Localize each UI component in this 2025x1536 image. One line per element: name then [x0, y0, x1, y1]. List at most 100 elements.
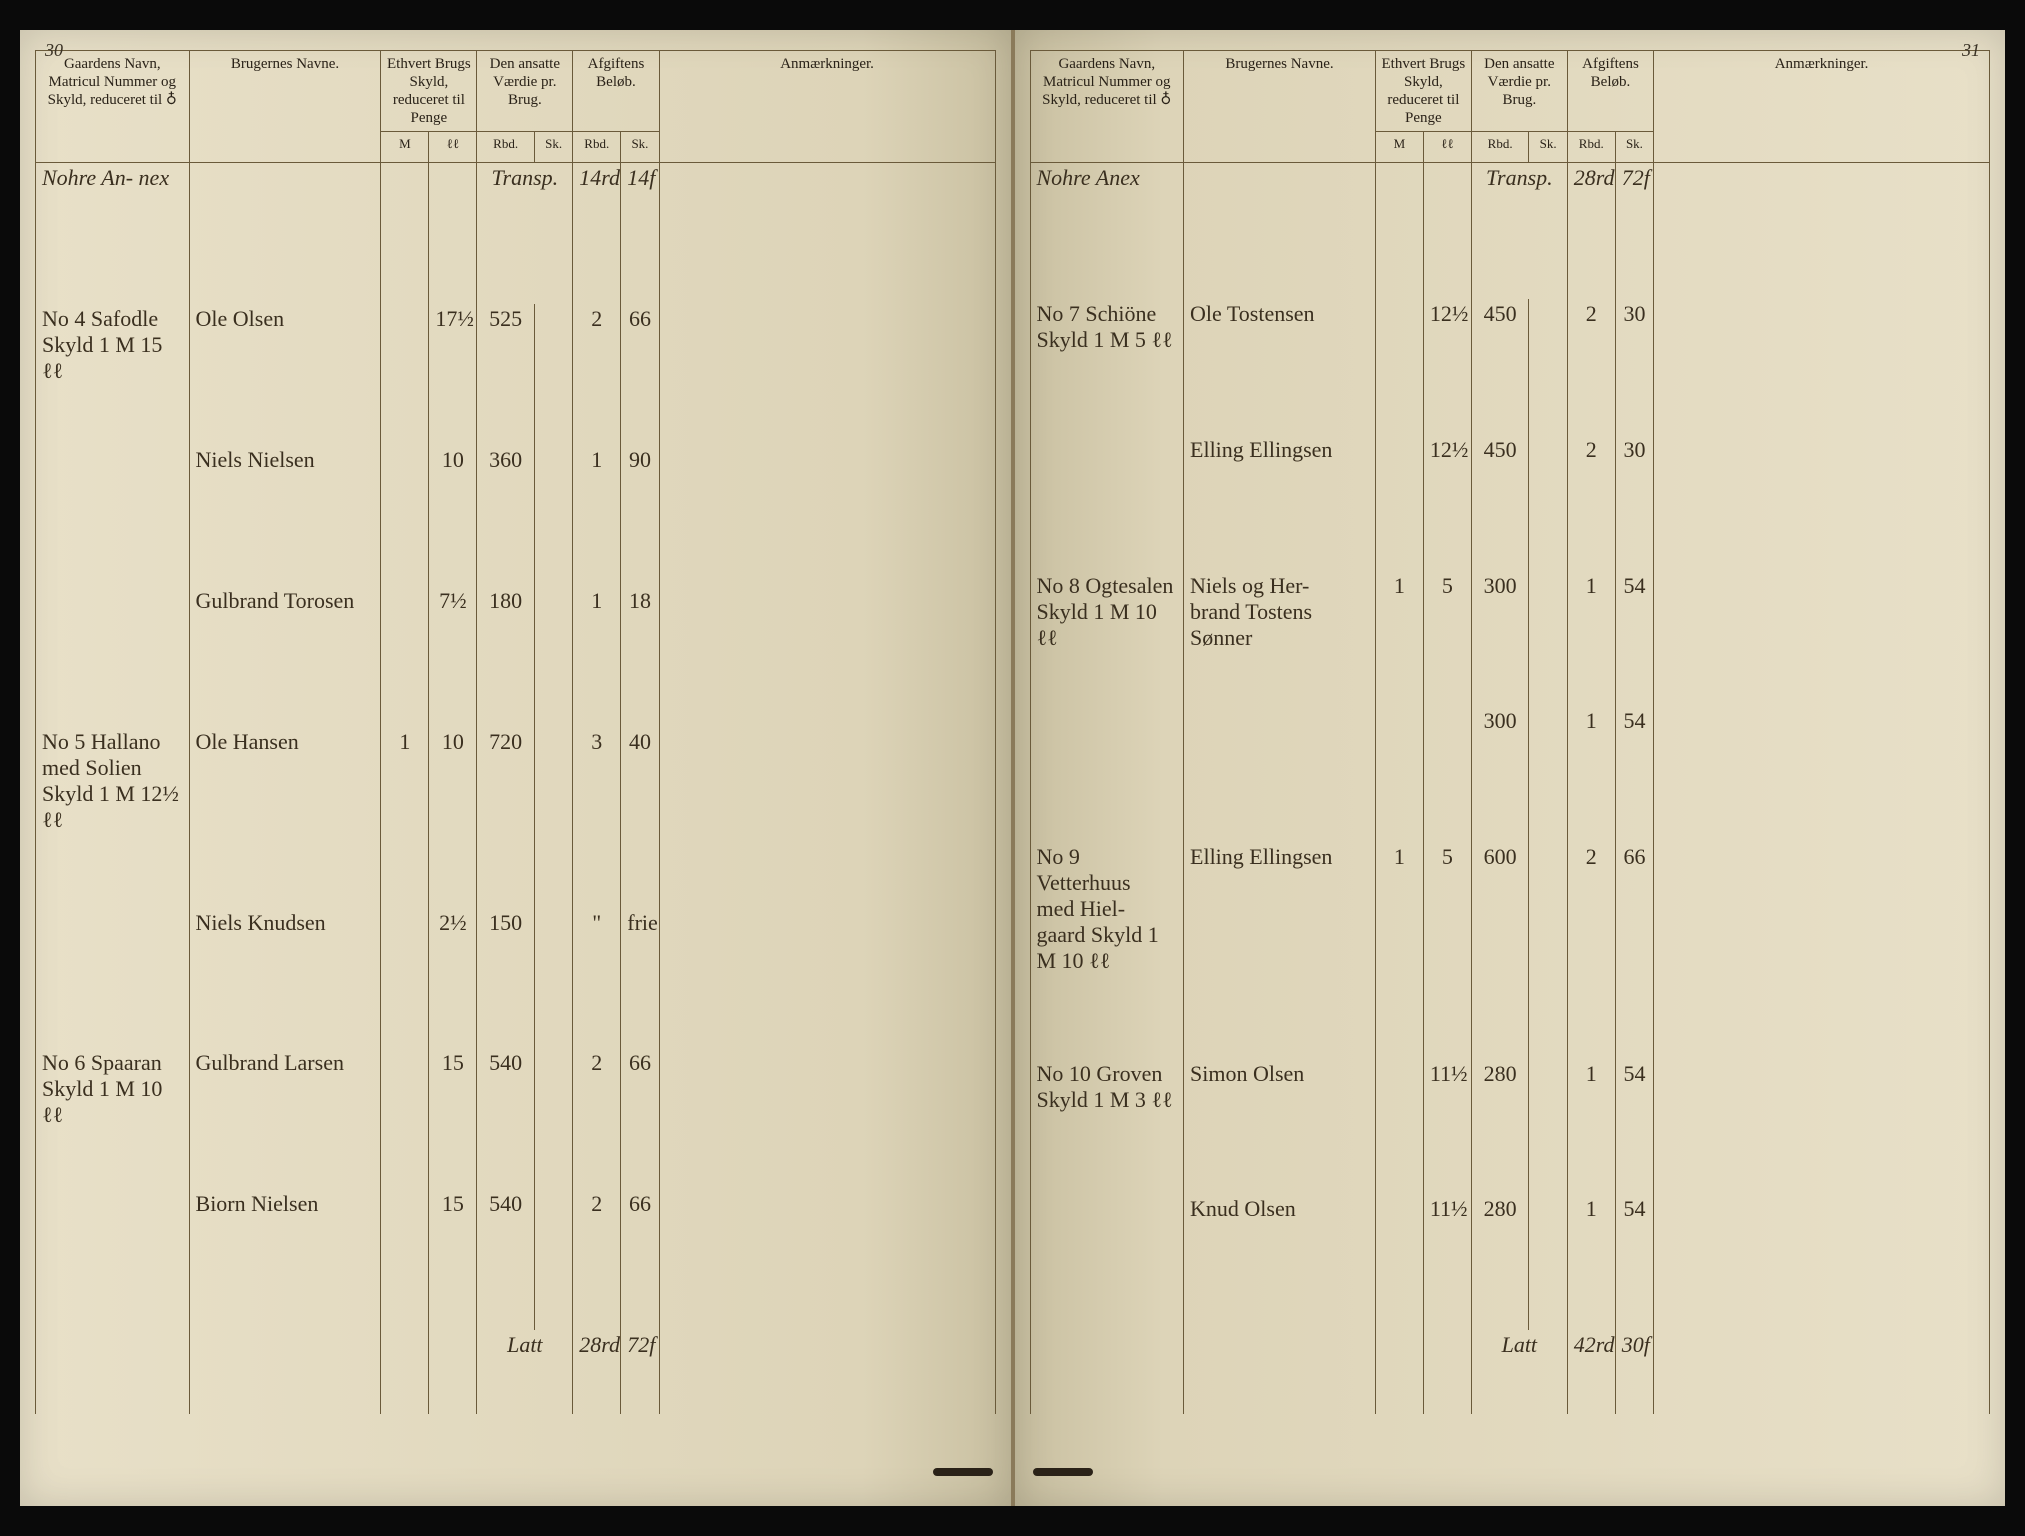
cell-anm	[659, 1189, 995, 1330]
cell-sk1	[381, 445, 429, 586]
transport-label: Transp.	[477, 163, 573, 305]
total-label: Latt	[1471, 1330, 1567, 1414]
cell-sk1	[1375, 706, 1423, 842]
ledger-row: Knud Olsen11½280154	[1030, 1194, 1990, 1330]
sub-rbd: Rbd.	[477, 132, 535, 163]
cell-sk1	[1375, 1059, 1423, 1195]
cell-anm	[659, 1048, 995, 1189]
transport-v1: 28rd	[1567, 163, 1615, 300]
transport-row: Nohre Anex Transp. 28rd 72f	[1030, 163, 1990, 300]
ledger-body-left: Nohre An- nex Transp. 14rd 14f No 4 Safo…	[36, 163, 996, 1331]
cell-v1: 360	[477, 445, 535, 586]
cell-sk2: 15	[429, 1189, 477, 1330]
cell-sk2: 12½	[1423, 299, 1471, 435]
cell-bruger: Gulbrand Larsen	[189, 1048, 381, 1189]
col-anm: Anmærkninger.	[1654, 51, 1990, 163]
cell-a2: 30	[1615, 299, 1653, 435]
cell-sk1: 1	[1375, 842, 1423, 1059]
book-binding	[933, 1468, 1093, 1476]
cell-v2	[534, 586, 572, 727]
cell-sk2	[1423, 706, 1471, 842]
ledger-row: Niels Knudsen2½150"frie	[36, 908, 996, 1049]
cell-v1: 280	[1471, 1059, 1529, 1195]
ledger-book: 30 Gaardens Navn, Matricul Nummer og Sky…	[0, 0, 2025, 1536]
cell-a2: 30	[1615, 435, 1653, 571]
cell-v2	[1529, 1059, 1567, 1195]
cell-bruger: Ole Olsen	[189, 304, 381, 445]
ledger-row: No 8 Ogtesalen Skyld 1 M 10 ℓℓNiels og H…	[1030, 571, 1990, 707]
cell-a2: 66	[621, 1048, 659, 1189]
ledger-row: Niels Nielsen10360190	[36, 445, 996, 586]
total-v2: 30f	[1615, 1330, 1653, 1414]
cell-a1: "	[573, 908, 621, 1049]
cell-bruger: Biorn Nielsen	[189, 1189, 381, 1330]
cell-a2: 18	[621, 586, 659, 727]
ledger-row: Elling Ellingsen12½450230	[1030, 435, 1990, 571]
cell-v2	[1529, 842, 1567, 1059]
cell-sk1	[381, 304, 429, 445]
total-v2: 72f	[621, 1330, 659, 1414]
cell-a2: 40	[621, 727, 659, 908]
cell-v1: 300	[1471, 571, 1529, 707]
cell-sk2: 7½	[429, 586, 477, 727]
sub-sk2: Sk.	[1615, 132, 1653, 163]
cell-gaard: No 5 Hallano med Solien Skyld 1 M 12½ ℓℓ	[36, 727, 190, 908]
cell-sk2: 15	[429, 1048, 477, 1189]
cell-v2	[534, 445, 572, 586]
left-page: 30 Gaardens Navn, Matricul Nummer og Sky…	[20, 30, 1013, 1506]
cell-anm	[659, 727, 995, 908]
cell-anm	[1654, 842, 1990, 1059]
sub-m: M	[1375, 132, 1423, 163]
cell-bruger: Ole Hansen	[189, 727, 381, 908]
cell-a2: 90	[621, 445, 659, 586]
col-skyld: Ethvert Brugs Skyld, reduceret til Penge	[381, 51, 477, 132]
cell-a2: 54	[1615, 1194, 1653, 1330]
cell-anm	[659, 586, 995, 727]
cell-v1: 450	[1471, 299, 1529, 435]
cell-a1: 1	[573, 586, 621, 727]
cell-gaard: No 10 Groven Skyld 1 M 3 ℓℓ	[1030, 1059, 1184, 1195]
cell-v1: 180	[477, 586, 535, 727]
sub-ll: ℓℓ	[429, 132, 477, 163]
cell-anm	[659, 445, 995, 586]
cell-sk2: 2½	[429, 908, 477, 1049]
ledger-row: Gulbrand Torosen7½180118	[36, 586, 996, 727]
cell-bruger	[1184, 706, 1376, 842]
cell-sk1	[1375, 1194, 1423, 1330]
sub-m: M	[381, 132, 429, 163]
cell-gaard: No 8 Ogtesalen Skyld 1 M 10 ℓℓ	[1030, 571, 1184, 707]
sub-ll: ℓℓ	[1423, 132, 1471, 163]
cell-v1: 525	[477, 304, 535, 445]
cell-sk2: 12½	[1423, 435, 1471, 571]
cell-bruger: Elling Ellingsen	[1184, 435, 1376, 571]
cell-v1: 150	[477, 908, 535, 1049]
cell-sk2: 10	[429, 727, 477, 908]
cell-a1: 2	[573, 304, 621, 445]
ledger-row: No 4 Safodle Skyld 1 M 15 ℓℓOle Olsen17½…	[36, 304, 996, 445]
ledger-row: 300154	[1030, 706, 1990, 842]
right-page: 31 Gaardens Navn, Matricul Nummer og Sky…	[1013, 30, 2006, 1506]
cell-sk1	[381, 586, 429, 727]
transport-v1: 14rd	[573, 163, 621, 305]
cell-sk2: 17½	[429, 304, 477, 445]
cell-a2: 54	[1615, 571, 1653, 707]
cell-anm	[659, 908, 995, 1049]
ledger-row: No 6 Spaaran Skyld 1 M 10 ℓℓGulbrand Lar…	[36, 1048, 996, 1189]
sub-sk: Sk.	[1529, 132, 1567, 163]
ledger-row: No 9 Vetterhuus med Hiel- gaard Skyld 1 …	[1030, 842, 1990, 1059]
cell-sk1: 1	[381, 727, 429, 908]
transport-label: Transp.	[1471, 163, 1567, 300]
ledger-table-right: Gaardens Navn, Matricul Nummer og Skyld,…	[1030, 50, 1991, 1414]
col-vaerdie: Den ansatte Værdie pr. Brug.	[477, 51, 573, 132]
cell-gaard: No 9 Vetterhuus med Hiel- gaard Skyld 1 …	[1030, 842, 1184, 1059]
sub-sk2: Sk.	[621, 132, 659, 163]
cell-a1: 2	[573, 1048, 621, 1189]
cell-v2	[1529, 1194, 1567, 1330]
cell-v1: 280	[1471, 1194, 1529, 1330]
cell-a1: 1	[1567, 1059, 1615, 1195]
cell-anm	[1654, 571, 1990, 707]
col-afgift: Afgiftens Beløb.	[573, 51, 659, 132]
total-row: Latt 28rd 72f	[36, 1330, 996, 1414]
cell-anm	[1654, 1059, 1990, 1195]
col-skyld: Ethvert Brugs Skyld, reduceret til Penge	[1375, 51, 1471, 132]
